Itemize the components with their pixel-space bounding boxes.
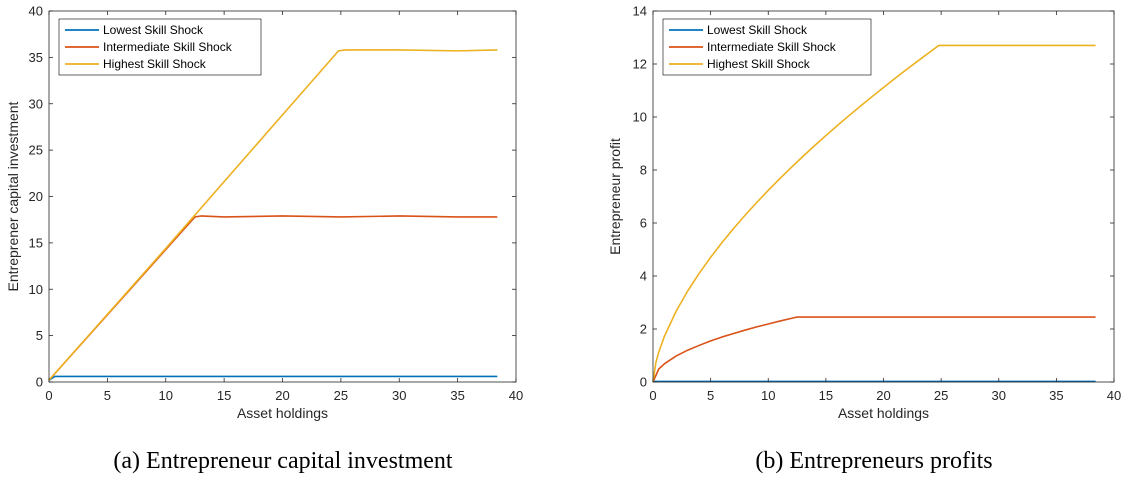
x-tick-label-b-8: 40 <box>1107 388 1121 403</box>
x-tick-label-b-6: 30 <box>992 388 1006 403</box>
chart-a: 0 5 10 15 20 25 30 35 40 0 5 10 15 20 25 30 35 40 Asset ho… <box>5 4 523 422</box>
y-axis-label-b: Entrepreneur profit <box>607 138 623 255</box>
x-tick-label-a-6: 30 <box>392 388 406 403</box>
x-tick-label-a-8: 40 <box>509 388 523 403</box>
y-tick-label-a-2: 10 <box>29 282 43 297</box>
series-line-a-0 <box>48 375 498 381</box>
chart-b: 0 5 10 15 20 25 30 35 40 0 2 4 6 8 10 12 14 Asset holding… <box>607 4 1121 422</box>
y-tick-label-a-3: 15 <box>29 235 43 250</box>
series-line-b-2 <box>652 44 1096 383</box>
x-tick-label-a-3: 15 <box>217 388 231 403</box>
x-tick-label-a-2: 10 <box>159 388 173 403</box>
legend-label-b-0: Lowest Skill Shock <box>707 23 808 37</box>
y-axis-label-a: Entreprener capital investment <box>5 101 21 291</box>
x-tick-label-b-7: 35 <box>1049 388 1063 403</box>
legend-label-a-2: Highest Skill Shock <box>103 57 207 71</box>
caption-b: (b) Entrepreneurs profits <box>755 448 993 474</box>
x-tick-label-a-7: 35 <box>450 388 464 403</box>
series-line-a-1 <box>48 215 498 381</box>
y-tick-label-a-1: 5 <box>36 328 43 343</box>
x-tick-label-b-3: 15 <box>819 388 833 403</box>
y-tick-label-b-0: 0 <box>640 375 647 390</box>
y-tick-label-a-4: 20 <box>29 189 43 204</box>
y-tick-label-a-0: 0 <box>36 375 43 390</box>
y-tick-label-b-4: 8 <box>640 163 647 178</box>
x-tick-label-b-5: 25 <box>934 388 948 403</box>
x-tick-label-a-1: 5 <box>104 388 111 403</box>
legend-label-b-1: Intermediate Skill Shock <box>707 40 837 54</box>
y-tick-label-a-6: 30 <box>29 96 43 111</box>
y-tick-label-b-2: 4 <box>640 269 647 284</box>
x-axis-label-a: Asset holdings <box>237 405 328 421</box>
legend-label-b-2: Highest Skill Shock <box>707 57 811 71</box>
series-line-b-1 <box>652 316 1096 383</box>
y-tick-label-b-1: 2 <box>640 322 647 337</box>
x-tick-label-a-4: 20 <box>275 388 289 403</box>
legend-label-a-1: Intermediate Skill Shock <box>103 40 233 54</box>
caption-a: (a) Entrepreneur capital investment <box>113 448 453 474</box>
x-tick-label-b-0: 0 <box>649 388 656 403</box>
series-line-a-2 <box>48 49 498 381</box>
figure-a: 0 5 10 15 20 25 30 35 40 0 5 10 15 20 25 30 35 40 Asset ho… <box>5 4 523 475</box>
y-tick-label-a-8: 40 <box>29 4 43 19</box>
x-axis-label-b: Asset holdings <box>838 405 929 421</box>
x-tick-label-b-4: 20 <box>876 388 890 403</box>
figure-b: 0 5 10 15 20 25 30 35 40 0 2 4 6 8 10 12 14 Asset holding… <box>567 0 1134 480</box>
y-tick-label-a-7: 35 <box>29 50 43 65</box>
x-tick-label-b-2: 10 <box>761 388 775 403</box>
y-tick-label-b-3: 6 <box>640 216 647 231</box>
y-tick-label-b-7: 14 <box>633 4 647 19</box>
y-tick-label-b-5: 10 <box>633 110 647 125</box>
x-tick-label-b-1: 5 <box>707 388 714 403</box>
legend-label-a-0: Lowest Skill Shock <box>103 23 204 37</box>
x-tick-label-a-5: 25 <box>334 388 348 403</box>
y-tick-label-b-6: 12 <box>633 57 647 72</box>
y-tick-label-a-5: 25 <box>29 143 43 158</box>
x-tick-label-a-0: 0 <box>45 388 52 403</box>
